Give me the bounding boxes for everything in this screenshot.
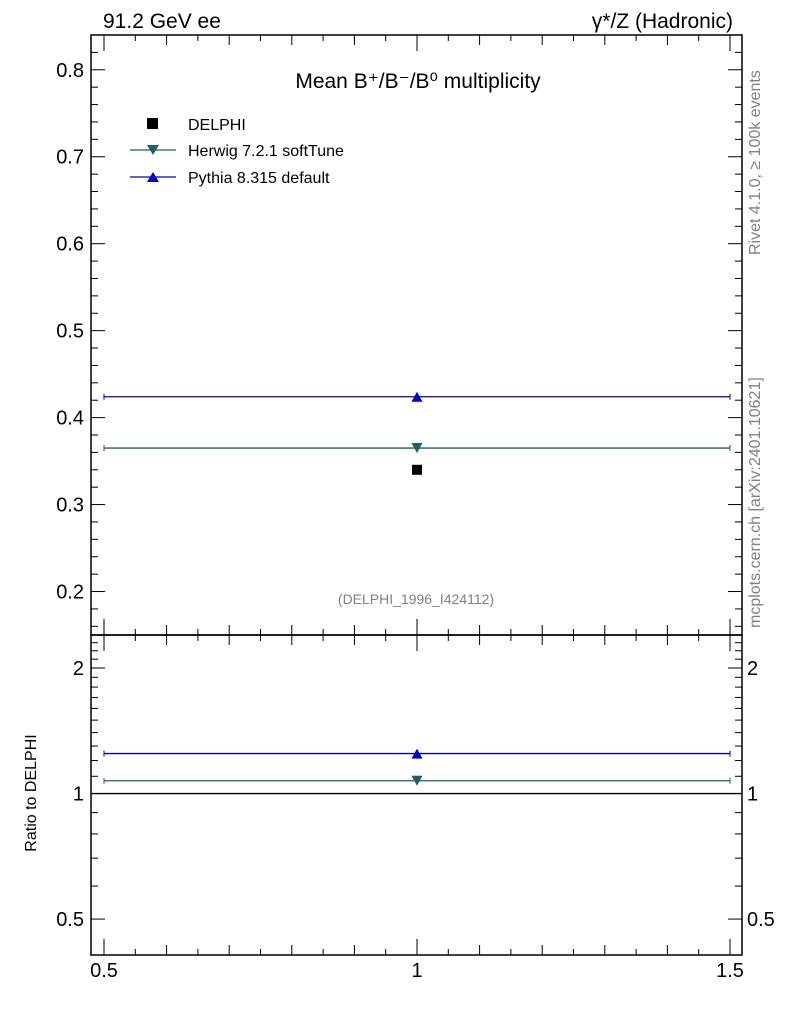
x-tick-label: 0.5 bbox=[90, 960, 118, 982]
y-tick-label: 0.5 bbox=[56, 321, 84, 343]
ratio-point-triangle-up bbox=[411, 748, 423, 759]
legend-marker-herwig bbox=[147, 145, 159, 155]
ratio-y-tick-label: 2 bbox=[73, 658, 84, 680]
ratio-y-tick-label: 0.5 bbox=[56, 909, 84, 931]
header-energy: 91.2 GeV ee bbox=[103, 10, 221, 33]
y-tick-label: 0.2 bbox=[56, 582, 84, 604]
header-process: γ*/Z (Hadronic) bbox=[592, 10, 733, 33]
mc-point-triangle-down bbox=[411, 443, 423, 454]
x-tick-label: 1 bbox=[411, 960, 422, 982]
ratio-y-axis-label: Ratio to DELPHI bbox=[23, 734, 40, 851]
mc-point-triangle-up bbox=[411, 391, 423, 402]
data-point-square bbox=[412, 464, 422, 475]
ratio-plot-frame bbox=[90, 634, 743, 956]
chart-title: Mean B⁺/B⁻/B⁰ multiplicity bbox=[295, 70, 541, 93]
mcplots-label: mcplots.cern.ch [arXiv:2401.10621] bbox=[747, 377, 764, 628]
legend-marker-pythia bbox=[147, 172, 159, 182]
ratio-y-tick-label-right: 0.5 bbox=[747, 909, 775, 931]
legend: DELPHI Herwig 7.2.1 softTune Pythia 8.31… bbox=[130, 117, 344, 187]
y-tick-label: 0.3 bbox=[56, 495, 84, 517]
rivet-version-label: Rivet 4.1.0, ≥ 100k events bbox=[747, 70, 764, 255]
y-tick-label: 0.8 bbox=[56, 60, 84, 82]
legend-label-delphi: DELPHI bbox=[188, 117, 246, 134]
y-tick-label: 0.4 bbox=[56, 408, 84, 430]
ratio-point-triangle-down bbox=[411, 775, 423, 786]
ratio-y-tick-label-right: 2 bbox=[747, 658, 758, 680]
legend-label-pythia: Pythia 8.315 default bbox=[188, 170, 330, 187]
y-tick-label: 0.6 bbox=[56, 234, 84, 256]
ratio-y-tick-label-right: 1 bbox=[747, 784, 758, 806]
x-tick-label: 1.5 bbox=[716, 960, 744, 982]
legend-marker-delphi bbox=[147, 118, 158, 129]
y-tick-label: 0.7 bbox=[56, 147, 84, 169]
legend-label-herwig: Herwig 7.2.1 softTune bbox=[188, 143, 344, 160]
analysis-watermark: (DELPHI_1996_I424112) bbox=[338, 591, 494, 607]
ratio-y-tick-label: 1 bbox=[73, 784, 84, 806]
